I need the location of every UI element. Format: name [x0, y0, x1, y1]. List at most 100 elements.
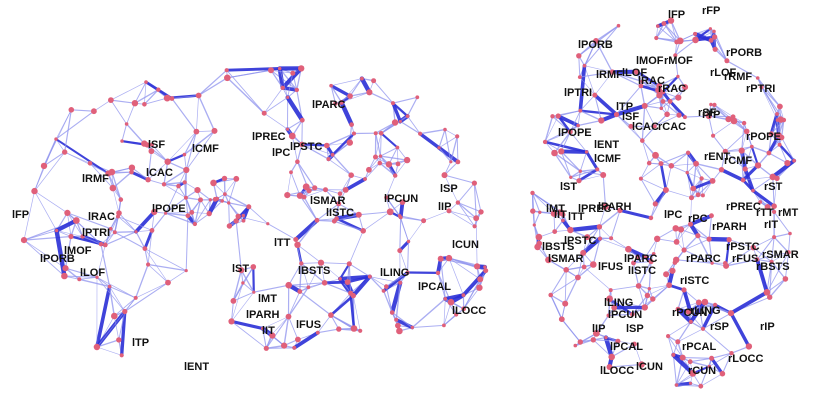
axial-region-labels: lFP rFP lPORB lMOF rMOF rPORB lRMF lLOFlRACrRAC… [542, 5, 799, 377]
axial-node [668, 163, 675, 169]
axial-node [718, 167, 725, 173]
axial-edge [695, 163, 714, 182]
axial-region-label: rISTC [680, 275, 709, 287]
lateral-edge [450, 135, 458, 163]
lateral-edge [130, 170, 150, 182]
axial-node [751, 188, 755, 193]
axial-node [782, 276, 789, 282]
lateral-edge [325, 189, 341, 195]
lateral-edge [95, 284, 112, 349]
lateral-edge [379, 155, 408, 161]
lateral-edge [104, 216, 119, 246]
lateral-edge [64, 235, 72, 269]
axial-node [598, 236, 602, 241]
lateral-edge [267, 223, 297, 240]
axial-node [584, 150, 589, 154]
axial-node [538, 210, 542, 214]
axial-node [646, 160, 652, 166]
lateral-node [455, 134, 460, 139]
lateral-edge [368, 91, 394, 104]
axial-edge [638, 285, 646, 308]
lateral-node [292, 345, 297, 350]
lateral-edge [165, 211, 193, 214]
lateral-node [149, 228, 155, 233]
lateral-edge [164, 212, 189, 217]
lateral-edge [34, 151, 66, 192]
lateral-node [241, 218, 246, 223]
axial-node [535, 233, 543, 241]
axial-edge [568, 224, 602, 233]
lateral-edge [457, 202, 482, 213]
lateral-node [390, 101, 396, 106]
axial-edge [670, 163, 697, 167]
axial-node [576, 53, 582, 59]
axial-node [778, 134, 785, 141]
lateral-edge [364, 162, 381, 180]
lateral-edge [263, 96, 289, 114]
lateral-node [336, 326, 342, 332]
lateral-node [447, 298, 455, 306]
lateral-node [40, 162, 48, 170]
axial-edge [617, 340, 635, 345]
axial-edge [631, 294, 649, 315]
axial-edge [756, 236, 775, 261]
axial-edge [761, 86, 778, 121]
lateral-node [472, 224, 477, 229]
lateral-node [333, 101, 338, 106]
lateral-edge [146, 144, 169, 163]
axial-node [600, 172, 607, 178]
axial-edge [691, 179, 715, 190]
lateral-node [347, 93, 353, 99]
axial-node [592, 92, 598, 98]
axial-region-label: lSF [622, 111, 639, 123]
lateral-node [446, 208, 452, 214]
lateral-edge [473, 182, 482, 213]
lateral-edge [147, 179, 165, 185]
lateral-edge [443, 174, 475, 184]
lateral-node [437, 146, 441, 150]
lateral-edge [292, 330, 320, 350]
axial-node [550, 210, 558, 217]
lateral-node [246, 204, 252, 210]
lateral-node [378, 131, 384, 136]
axial-node [775, 118, 780, 122]
axial-node [738, 147, 745, 154]
lateral-edge [457, 182, 475, 204]
axial-edge [756, 258, 773, 263]
axial-node [767, 294, 773, 300]
axial-node [772, 209, 777, 214]
lateral-region-label: lPOPE [152, 203, 186, 215]
axial-node [667, 17, 675, 24]
lateral-node [378, 154, 383, 158]
lateral-node [306, 285, 311, 290]
axial-node [628, 123, 634, 129]
axial-node [613, 111, 620, 118]
lateral-node [233, 218, 239, 224]
lateral-region-label: lENT [184, 361, 209, 373]
lateral-edge [380, 132, 382, 157]
lateral-edge [110, 99, 136, 104]
lateral-node [156, 87, 161, 92]
lateral-edge [118, 311, 126, 341]
lateral-edge [288, 291, 301, 318]
axial-node [662, 187, 669, 193]
axial-edge [637, 260, 652, 287]
lateral-region-label: lSMAR [310, 195, 346, 207]
lateral-region-label: lPTRI [82, 227, 110, 239]
lateral-edge [375, 132, 382, 157]
lateral-edge [411, 298, 446, 329]
axial-region-label: rPC [688, 213, 708, 225]
axial-edge [560, 150, 581, 172]
axial-edge [698, 301, 704, 330]
lateral-edge [78, 278, 111, 288]
lateral-node [122, 308, 128, 315]
axial-node [725, 116, 732, 123]
lateral-node [128, 164, 136, 171]
axial-edge [618, 208, 653, 220]
lateral-edge [406, 96, 418, 117]
lateral-node [306, 188, 312, 194]
axial-edge [640, 178, 667, 191]
lateral-edge [124, 282, 169, 313]
axial-node [695, 299, 702, 306]
lateral-node [185, 213, 191, 219]
